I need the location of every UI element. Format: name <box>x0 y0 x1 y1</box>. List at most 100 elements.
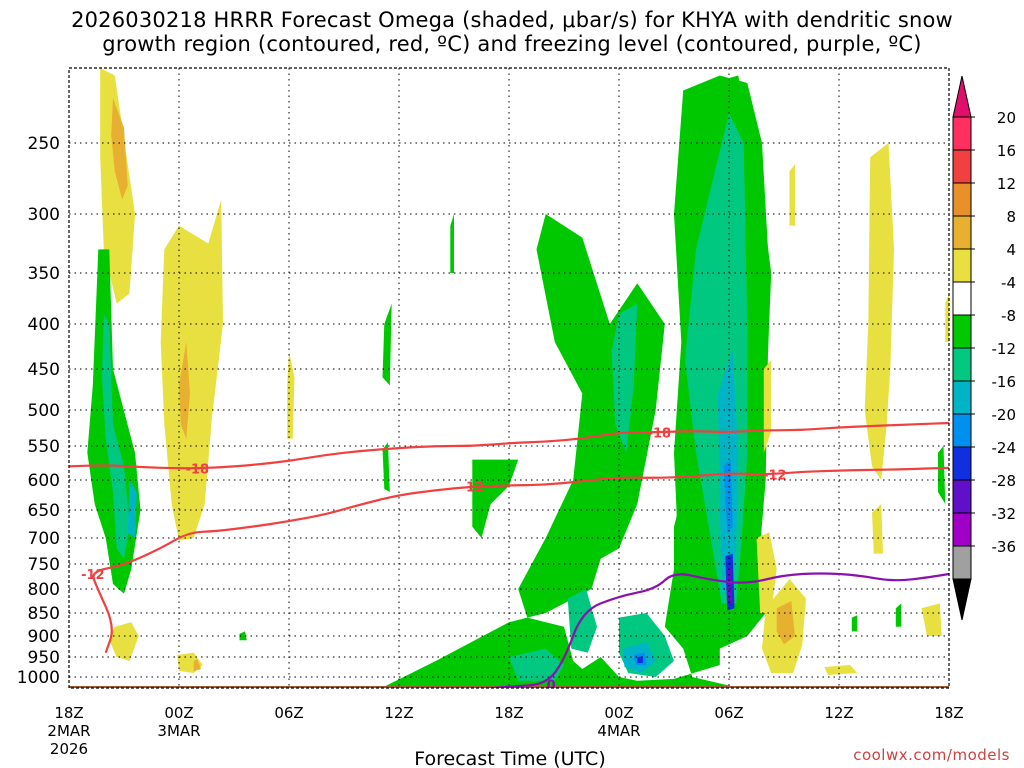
omega-region-1 <box>111 98 128 200</box>
y-tick-label-600: 600 <box>28 471 60 491</box>
colorbar-swatch-4 <box>952 248 972 283</box>
colorbar-swatch-1 <box>952 149 972 184</box>
omega-region-9 <box>177 652 203 673</box>
colorbar-swatch-8 <box>952 380 972 415</box>
contour-label-4: -12 <box>763 469 787 484</box>
colorbar-swatch-13 <box>952 545 972 580</box>
x-tick-label-8: 18Z <box>934 704 963 722</box>
x-tick-label-0: 18Z <box>54 704 83 722</box>
omega-region-15 <box>450 214 454 273</box>
colorbar-swatch-9 <box>952 413 972 448</box>
credit-text: coolwx.com/models <box>853 746 1010 764</box>
colorbar-swatch-7 <box>952 347 972 382</box>
colorbar-label-9: -20 <box>992 406 1017 424</box>
omega-region-23 <box>509 648 564 681</box>
x-tick-label-6: 06Z <box>714 704 743 722</box>
colorbar-label-4: 4 <box>1006 241 1016 259</box>
colorbar-swatch-10 <box>952 446 972 481</box>
x-tick-label-3: 12Z <box>384 704 413 722</box>
omega-region-40 <box>921 603 942 636</box>
omega-shading <box>69 68 949 694</box>
omega-region-43 <box>851 615 858 632</box>
colorbar-swatch-3 <box>952 215 972 250</box>
y-tick-label-850: 850 <box>28 604 60 624</box>
colorbar-swatch-0 <box>952 116 972 151</box>
omega-region-30 <box>727 568 733 604</box>
omega-region-42 <box>938 446 946 504</box>
omega-region-4 <box>287 351 295 439</box>
omega-region-13 <box>382 303 392 386</box>
x-tick-date-1: 3MAR <box>157 722 200 740</box>
plot-frame <box>68 67 950 689</box>
omega-region-41 <box>895 603 902 627</box>
contour-label-3: -12 <box>461 481 485 496</box>
y-tick-label-400: 400 <box>28 315 60 335</box>
y-tick-label-300: 300 <box>28 205 60 225</box>
colorbar-label-3: 8 <box>1006 208 1016 226</box>
colorbar-label-1: 16 <box>997 142 1016 160</box>
colorbar-label-7: -12 <box>992 340 1017 358</box>
y-tick-label-750: 750 <box>28 555 60 575</box>
omega-region-0 <box>100 68 135 304</box>
contour-label-5: 0 <box>547 679 556 694</box>
plot-axes: 250 300 350 400 450 500 550 600 650 700 750 800 850 9… <box>17 67 964 758</box>
contour-lines: -18 -18 -12 -12 -12 0 <box>69 421 949 694</box>
contour-label-0: -18 <box>186 462 210 477</box>
colorbar-swatch-11 <box>952 479 972 514</box>
omega-region-36 <box>776 601 795 645</box>
omega-region-17 <box>381 75 772 688</box>
omega-region-5 <box>87 249 141 594</box>
contour-line-2 <box>483 572 949 688</box>
omega-region-21 <box>567 589 597 653</box>
x-tick-label-1: 00Z <box>164 704 193 722</box>
x-axis-label: Forecast Time (UTC) <box>414 748 605 768</box>
colorbar-label-12: -32 <box>992 505 1017 523</box>
omega-region-2 <box>160 199 223 541</box>
y-tick-label-900: 900 <box>28 627 60 647</box>
colorbar-label-8: -16 <box>992 373 1017 391</box>
colorbar-swatch-2 <box>952 182 972 217</box>
omega-region-6 <box>102 313 130 559</box>
colorbar: 20 16 12 8 4 -4 -8 -12 -16 -20 -24 -28 -32 -36 <box>952 75 1017 621</box>
omega-region-14 <box>382 442 390 492</box>
omega-region-39 <box>824 665 858 675</box>
omega-region-44 <box>945 293 949 342</box>
omega-region-3 <box>179 342 190 439</box>
omega-region-8 <box>109 622 139 661</box>
colorbar-label-13: -36 <box>992 538 1017 556</box>
omega-region-26 <box>723 459 733 533</box>
y-tick-label-800: 800 <box>28 580 60 600</box>
colorbar-label-10: -24 <box>992 439 1017 457</box>
chart-title-line2: growth region (contoured, red, ºC) and f… <box>102 32 922 56</box>
omega-region-20 <box>611 303 638 453</box>
colorbar-swatch-5 <box>952 281 972 316</box>
y-tick-label-250: 250 <box>28 134 60 154</box>
y-tick-label-550: 550 <box>28 437 60 457</box>
colorbar-swatch-6 <box>952 314 972 349</box>
colorbar-label-6: -8 <box>1001 307 1016 325</box>
chart-title-line1: 2026030218 HRRR Forecast Omega (shaded, … <box>71 8 953 32</box>
contour-line-0 <box>69 421 949 470</box>
x-tick-label-4: 18Z <box>494 704 523 722</box>
x-tick-date-0: 2MAR <box>47 722 90 740</box>
y-tick-label-500: 500 <box>28 401 60 421</box>
y-tick-label-450: 450 <box>28 360 60 380</box>
contour-label-2: -12 <box>81 568 105 583</box>
omega-region-34 <box>756 532 777 613</box>
plot-grid <box>69 68 949 688</box>
omega-region-7 <box>127 480 137 538</box>
y-tick-label-950: 950 <box>28 648 60 668</box>
omega-region-10 <box>193 659 201 671</box>
colorbar-bottom-arrow <box>952 578 972 621</box>
omega-region-16 <box>472 459 519 538</box>
colorbar-label-0: 20 <box>997 109 1016 127</box>
omega-region-12 <box>311 688 362 694</box>
x-tick-year-0: 2026 <box>50 740 88 758</box>
colorbar-top-arrow <box>952 75 972 118</box>
colorbar-label-2: 12 <box>997 175 1016 193</box>
x-tick-date-5: 4MAR <box>597 722 640 740</box>
omega-region-33 <box>872 504 883 554</box>
colorbar-swatch-12 <box>952 512 972 547</box>
omega-region-32 <box>864 143 894 480</box>
